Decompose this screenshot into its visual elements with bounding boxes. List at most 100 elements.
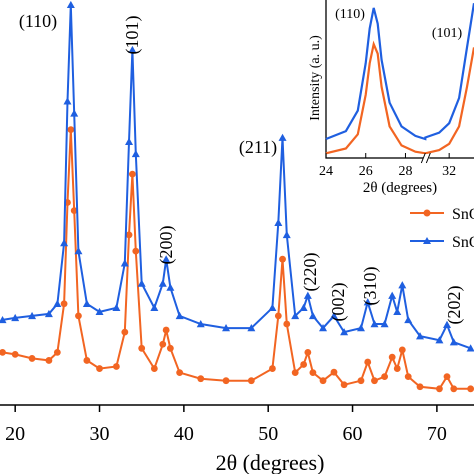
peak-label: (310) (360, 267, 381, 306)
inset-frame (325, 0, 474, 159)
x-tick-label: 40 (174, 423, 194, 445)
series-line (325, 40, 474, 155)
marker (381, 373, 388, 381)
inset-y-label: Intensity (a. u.) (308, 35, 323, 121)
marker (371, 377, 378, 385)
marker (196, 320, 205, 328)
x-tick-label: 70 (427, 423, 447, 445)
peak-label: (101) (122, 16, 143, 55)
marker (83, 357, 91, 364)
marker (299, 303, 308, 311)
axis-break (420, 152, 426, 164)
marker (291, 369, 299, 376)
marker (0, 315, 7, 324)
marker (63, 97, 72, 105)
marker (132, 247, 140, 255)
peak-label: (110) (335, 7, 365, 22)
inset-x-label: 2θ (degrees) (363, 180, 437, 196)
marker (162, 255, 171, 263)
marker (282, 230, 291, 239)
axis-break (425, 152, 431, 164)
marker (125, 137, 134, 145)
marker (96, 365, 103, 372)
marker (150, 365, 158, 372)
marker (356, 324, 365, 332)
peak-label: (200) (156, 226, 177, 265)
series-line (325, 3, 474, 141)
marker (436, 385, 443, 393)
marker (304, 348, 312, 356)
marker (450, 385, 458, 393)
marker (274, 312, 282, 320)
marker (131, 149, 140, 158)
marker (11, 313, 20, 322)
marker (279, 255, 286, 263)
peak-label: (110) (19, 11, 57, 32)
x-axis-label: 2θ (degrees) (216, 450, 325, 474)
marker (53, 299, 62, 307)
marker (128, 45, 137, 54)
x-tick-label: 32 (442, 164, 456, 179)
marker (60, 300, 68, 308)
marker (129, 170, 136, 178)
marker (283, 320, 291, 328)
peak-label: (002) (328, 283, 349, 322)
marker (435, 336, 444, 344)
marker (28, 355, 36, 362)
marker (166, 344, 174, 352)
marker (388, 353, 396, 361)
legend-label: SnO₂ (452, 206, 474, 223)
peak-label: (202) (444, 286, 465, 325)
marker (319, 324, 328, 332)
marker (159, 340, 167, 348)
marker (67, 126, 75, 133)
marker (443, 373, 451, 381)
x-tick-label: 20 (5, 423, 25, 445)
peak-label: (101) (432, 26, 463, 41)
marker (0, 348, 6, 356)
marker (364, 358, 372, 366)
legend-marker (423, 237, 431, 244)
marker (269, 365, 276, 372)
marker (398, 346, 406, 354)
legend-label: SnO₂ (452, 234, 474, 251)
marker (222, 377, 230, 385)
marker (329, 311, 338, 320)
marker (247, 377, 255, 385)
marker (319, 377, 327, 385)
marker (303, 291, 312, 299)
peak-label: (220) (300, 253, 321, 292)
series-line (2, 129, 471, 390)
marker (112, 363, 120, 370)
marker (82, 299, 91, 307)
marker (138, 344, 146, 352)
marker (197, 375, 205, 383)
marker (11, 350, 19, 358)
x-tick-label: 30 (90, 423, 110, 445)
marker (370, 320, 379, 328)
marker (380, 320, 389, 328)
marker (60, 239, 69, 247)
marker (466, 344, 474, 352)
marker (274, 218, 283, 226)
marker (278, 133, 287, 141)
marker (247, 324, 256, 332)
marker (175, 311, 184, 320)
marker (357, 377, 365, 385)
x-tick-label: 50 (258, 423, 278, 445)
marker (393, 365, 401, 372)
marker (393, 307, 402, 316)
axis-break-gap (423, 154, 430, 162)
marker (162, 326, 170, 334)
x-tick-label: 60 (343, 423, 363, 445)
marker (95, 307, 104, 316)
series-line (2, 4, 471, 350)
marker (300, 361, 308, 368)
marker (309, 369, 317, 376)
marker (268, 303, 277, 311)
marker (70, 109, 79, 117)
x-tick-label: 26 (359, 164, 373, 179)
marker (291, 311, 300, 320)
marker (74, 247, 83, 255)
x-tick-label: 28 (398, 164, 412, 179)
